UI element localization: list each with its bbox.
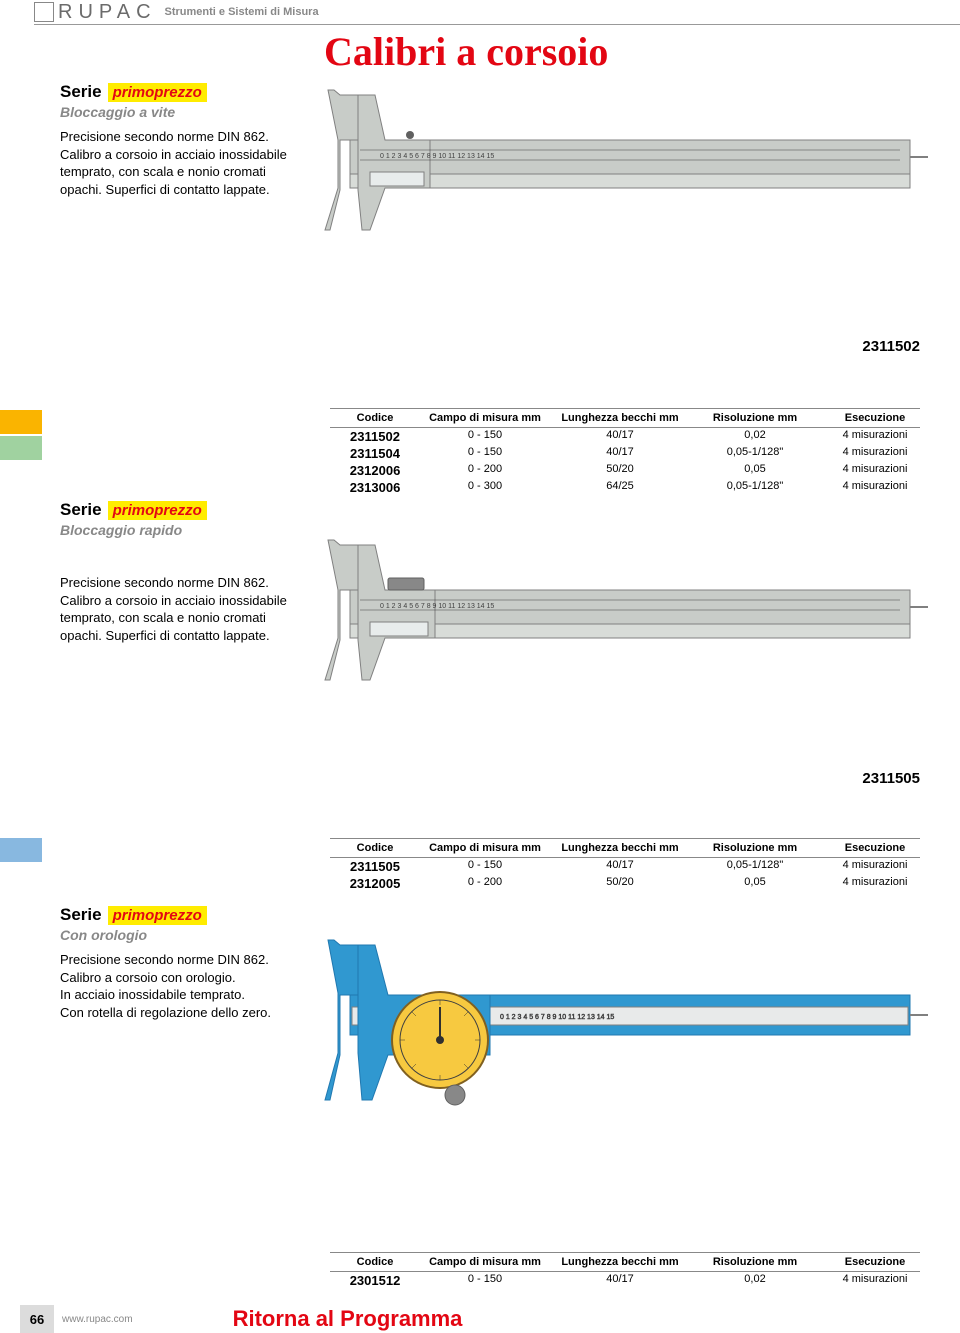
primoprezzo-badge: primoprezzo bbox=[108, 906, 207, 925]
serie-label: Serie bbox=[60, 905, 102, 925]
tagline: Strumenti e Sistemi di Misura bbox=[165, 6, 319, 18]
table-row: 23130060 - 30064/250,05-1/128"4 misurazi… bbox=[330, 479, 920, 496]
table-header: Codice Campo di misura mm Lunghezza becc… bbox=[330, 408, 920, 428]
logo-icon bbox=[34, 2, 54, 22]
desc-1: Precisione secondo norme DIN 862. Calibr… bbox=[60, 128, 310, 198]
table-3: Codice Campo di misura mm Lunghezza becc… bbox=[330, 1252, 920, 1289]
table-1: Codice Campo di misura mm Lunghezza becc… bbox=[330, 408, 920, 496]
table-row: 23115050 - 15040/170,05-1/128"4 misurazi… bbox=[330, 858, 920, 875]
footer-url: www.rupac.com bbox=[62, 1314, 133, 1325]
subtitle-3: Con orologio bbox=[60, 927, 310, 943]
caliper-image-2: 0 1 2 3 4 5 6 7 8 9 10 11 12 13 14 15 bbox=[310, 530, 930, 693]
code-ref-1: 2311502 bbox=[862, 338, 920, 355]
code-ref-2: 2311505 bbox=[862, 770, 920, 787]
caliper-image-1: 0 1 2 3 4 5 6 7 8 9 10 11 12 13 14 15 bbox=[310, 80, 930, 243]
table-row: 23115040 - 15040/170,05-1/128"4 misurazi… bbox=[330, 445, 920, 462]
side-tab-3 bbox=[0, 838, 42, 862]
header: RUPAC Strumenti e Sistemi di Misura bbox=[34, 0, 960, 24]
logo-text: RUPAC bbox=[58, 1, 157, 24]
table-row: 23120050 - 20050/200,054 misurazioni bbox=[330, 875, 920, 892]
serie-label: Serie bbox=[60, 500, 102, 520]
caliper-image-3: 0 1 2 3 4 5 6 7 8 9 10 11 12 13 14 15 bbox=[310, 935, 930, 1138]
primoprezzo-badge: primoprezzo bbox=[108, 83, 207, 102]
section-1-text: Serie primoprezzo Bloccaggio a vite Prec… bbox=[60, 82, 310, 198]
svg-text:0 1 2 3 4 5 6 7 8 9: 0 1 2 3 4 5 6 7 8 9 10 11 12 13 14 15 bbox=[500, 1014, 614, 1021]
footer-link[interactable]: Ritorna al Programma bbox=[233, 1306, 463, 1332]
table-row: 23120060 - 20050/200,054 misurazioni bbox=[330, 462, 920, 479]
table-2: Codice Campo di misura mm Lunghezza becc… bbox=[330, 838, 920, 892]
table-header: Codice Campo di misura mm Lunghezza becc… bbox=[330, 838, 920, 858]
svg-text:0 1 2 3 4 5 6 7 8 9: 0 1 2 3 4 5 6 7 8 9 10 11 12 13 14 15 bbox=[380, 603, 494, 610]
table-header: Codice Campo di misura mm Lunghezza becc… bbox=[330, 1252, 920, 1272]
header-rule bbox=[34, 24, 960, 25]
table-row: 23015120 - 15040/170,024 misurazioni bbox=[330, 1272, 920, 1289]
table-row: 23115020 - 15040/170,024 misurazioni bbox=[330, 428, 920, 445]
section-2-text: Serie primoprezzo Bloccaggio rapido Prec… bbox=[60, 500, 310, 644]
side-tab-1 bbox=[0, 410, 42, 434]
subtitle-2: Bloccaggio rapido bbox=[60, 522, 310, 538]
desc-3: Precisione secondo norme DIN 862. Calibr… bbox=[60, 951, 310, 1021]
page-number: 66 bbox=[20, 1305, 54, 1333]
page-title: Calibri a corsoio bbox=[324, 28, 608, 75]
section-3-text: Serie primoprezzo Con orologio Precision… bbox=[60, 905, 310, 1021]
primoprezzo-badge: primoprezzo bbox=[108, 501, 207, 520]
subtitle-1: Bloccaggio a vite bbox=[60, 104, 310, 120]
desc-2: Precisione secondo norme DIN 862. Calibr… bbox=[60, 574, 310, 644]
serie-label: Serie bbox=[60, 82, 102, 102]
side-tab-2 bbox=[0, 436, 42, 460]
footer: 66 www.rupac.com Ritorna al Programma bbox=[0, 1305, 960, 1333]
svg-text:0 1 2 3 4 5 6 7 8 9: 0 1 2 3 4 5 6 7 8 9 10 11 12 13 14 15 bbox=[380, 153, 494, 160]
